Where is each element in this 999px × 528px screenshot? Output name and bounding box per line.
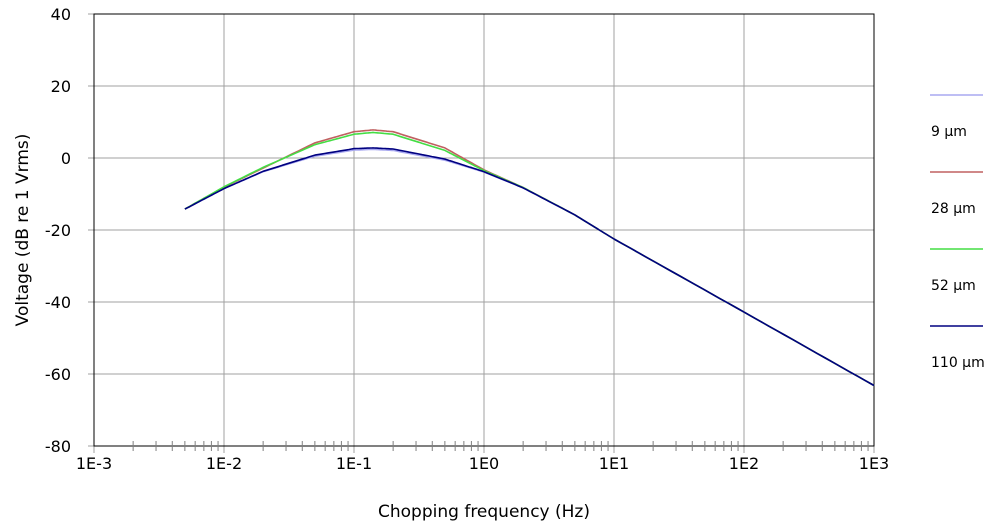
x-tick-label: 1E-3 — [76, 454, 112, 473]
x-tick-label: 1E-2 — [206, 454, 242, 473]
series-line — [185, 148, 874, 386]
y-tick-label: -60 — [45, 365, 71, 384]
y-tick-label: 20 — [51, 77, 71, 96]
y-tick-label: -40 — [45, 293, 71, 312]
x-tick-label: 1E0 — [469, 454, 499, 473]
x-tick-label: 1E2 — [729, 454, 759, 473]
y-tick-label: -20 — [45, 221, 71, 240]
y-tick-labels: 40 20 0 -20 -40 -60 -80 — [45, 5, 71, 456]
series-line — [185, 130, 874, 386]
y-tick-label: 0 — [61, 149, 71, 168]
series-lines — [185, 130, 874, 386]
legend-label: 110 µm — [931, 355, 985, 371]
grid — [88, 14, 874, 453]
x-tick-label: 1E1 — [599, 454, 629, 473]
series-line — [185, 149, 874, 385]
y-tick-label: 40 — [51, 5, 71, 24]
legend: 9 µm 28 µm 52 µm 110 µm — [930, 95, 985, 371]
y-axis-title: Voltage (dB re 1 Vrms) — [13, 134, 33, 327]
x-axis-title: Chopping frequency (Hz) — [378, 502, 590, 522]
legend-label: 28 µm — [931, 201, 976, 217]
x-tick-label: 1E3 — [859, 454, 889, 473]
y-tick-label: -80 — [45, 437, 71, 456]
legend-label: 52 µm — [931, 278, 976, 294]
series-line — [185, 132, 874, 385]
legend-label: 9 µm — [931, 124, 967, 140]
x-tick-labels: 1E-3 1E-2 1E-1 1E0 1E1 1E2 1E3 — [76, 454, 889, 473]
x-tick-label: 1E-1 — [336, 454, 372, 473]
